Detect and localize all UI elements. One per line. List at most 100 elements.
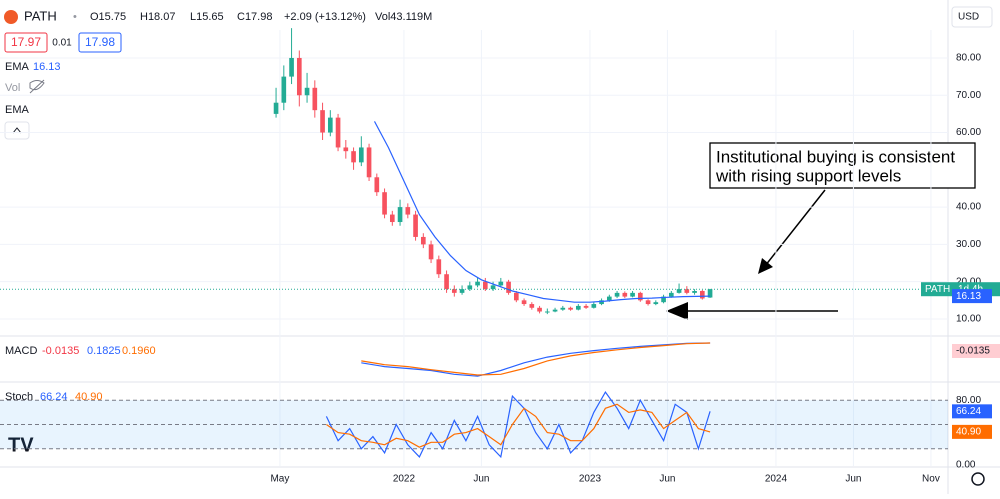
ohlc-close: C17.98 bbox=[237, 11, 272, 23]
spread: 0.01 bbox=[52, 38, 72, 49]
macd-tag-value: -0.0135 bbox=[956, 346, 990, 357]
dot: • bbox=[73, 11, 77, 23]
ohlc-change: +2.09 (+13.12%) bbox=[284, 11, 366, 23]
candle-body bbox=[490, 285, 496, 290]
candle-body bbox=[335, 117, 341, 148]
candle-body bbox=[684, 289, 690, 293]
candle-body bbox=[529, 304, 535, 308]
pane-title: MACD bbox=[5, 345, 37, 357]
candle-body bbox=[668, 292, 674, 297]
candle-body bbox=[482, 281, 488, 290]
candle-body bbox=[645, 300, 651, 305]
ema-tag-value: 16.13 bbox=[956, 291, 981, 302]
legend-value: 40.90 bbox=[75, 391, 103, 403]
candle-body bbox=[312, 87, 318, 111]
macd-tag bbox=[952, 344, 1000, 358]
candle-body bbox=[630, 292, 635, 297]
buy-button[interactable] bbox=[78, 32, 122, 53]
candle-body bbox=[304, 87, 310, 96]
candle-body bbox=[320, 110, 325, 133]
value-tag bbox=[952, 404, 992, 419]
candle-body bbox=[521, 300, 527, 305]
y-tick-label: 0.00 bbox=[956, 460, 976, 471]
candle-body bbox=[513, 292, 519, 301]
candle-body bbox=[382, 192, 387, 215]
candle-body bbox=[389, 214, 395, 223]
series-line bbox=[361, 342, 711, 377]
candle-body bbox=[622, 292, 628, 297]
series-line bbox=[361, 342, 711, 376]
candle-body bbox=[289, 57, 294, 77]
pane-title: Stoch bbox=[5, 391, 33, 403]
candle-body bbox=[444, 274, 449, 290]
x-tick-label: Jun bbox=[845, 474, 861, 485]
candle-body bbox=[498, 281, 504, 286]
candle-body bbox=[552, 309, 558, 312]
value-tag-text: 40.90 bbox=[956, 427, 981, 438]
x-tick-label: Jun bbox=[473, 474, 489, 485]
currency[interactable]: USD bbox=[958, 12, 979, 23]
volume: Vol43.119M bbox=[375, 11, 432, 23]
macd-signal: 0.1960 bbox=[122, 345, 156, 357]
symbol-logo bbox=[4, 10, 18, 24]
collapse-button[interactable] bbox=[4, 121, 30, 140]
candle-body bbox=[413, 214, 418, 237]
chevron bbox=[12, 127, 22, 134]
x-tick-label: 2022 bbox=[393, 474, 416, 485]
settings-icon[interactable] bbox=[971, 472, 985, 486]
legend-value: 66.24 bbox=[40, 391, 68, 403]
candle-body bbox=[661, 296, 666, 303]
candle-body bbox=[327, 117, 333, 133]
ask[interactable]: 17.98 bbox=[85, 35, 115, 49]
candle-body bbox=[273, 102, 279, 114]
y-tick-label: 80.00 bbox=[956, 395, 981, 406]
candle-body bbox=[459, 289, 465, 293]
candle-body bbox=[560, 307, 566, 310]
candle-body bbox=[599, 300, 604, 305]
candle-body bbox=[366, 147, 372, 178]
macd-hist: -0.0135 bbox=[42, 345, 79, 357]
hidden-icon[interactable] bbox=[29, 79, 45, 94]
legend-ema: EMA bbox=[5, 61, 30, 73]
x-tick-label: 2024 bbox=[765, 474, 788, 485]
currency-button[interactable] bbox=[951, 6, 993, 28]
legend-ema2: EMA bbox=[5, 104, 30, 116]
sell-button[interactable] bbox=[4, 32, 48, 53]
candle-body bbox=[537, 307, 542, 312]
y-tick-label: 80.00 bbox=[956, 53, 981, 64]
legend-ema-value: 16.13 bbox=[33, 61, 61, 73]
candle-body bbox=[653, 302, 659, 305]
symbol[interactable]: PATH bbox=[24, 8, 57, 23]
price-tag-symbol: PATH bbox=[925, 284, 950, 295]
candle-body bbox=[475, 281, 480, 286]
candle-body bbox=[281, 76, 287, 103]
series-line bbox=[373, 121, 711, 303]
candle-body bbox=[568, 307, 573, 310]
candle-body bbox=[351, 151, 356, 163]
y-tick-label: 70.00 bbox=[956, 90, 981, 101]
y-tick-label: 20.00 bbox=[956, 276, 981, 287]
macd-value: 0.1825 bbox=[87, 345, 121, 357]
y-tick-label: 10.00 bbox=[956, 314, 981, 325]
x-tick-label: 2023 bbox=[579, 474, 602, 485]
candle-body bbox=[405, 207, 411, 215]
ohlc-open: O15.75 bbox=[90, 11, 126, 23]
arrowhead bbox=[666, 302, 688, 320]
series-line bbox=[326, 403, 711, 448]
candle-body bbox=[575, 305, 581, 310]
candle-body bbox=[358, 147, 364, 163]
bid[interactable]: 17.97 bbox=[11, 35, 41, 49]
annotation-line: with rising support levels bbox=[715, 166, 901, 185]
candle-body bbox=[699, 291, 705, 299]
series-line bbox=[325, 390, 711, 459]
candle-body bbox=[451, 289, 457, 293]
candle-body bbox=[637, 292, 643, 301]
candle-body bbox=[374, 177, 380, 193]
candle-body bbox=[436, 259, 442, 275]
candle-body bbox=[591, 304, 597, 308]
annotation-line: Institutional buying is consistent bbox=[716, 147, 955, 166]
y-tick-label: 30.00 bbox=[956, 239, 981, 250]
ema-tag bbox=[952, 289, 992, 304]
arrow bbox=[764, 189, 826, 267]
